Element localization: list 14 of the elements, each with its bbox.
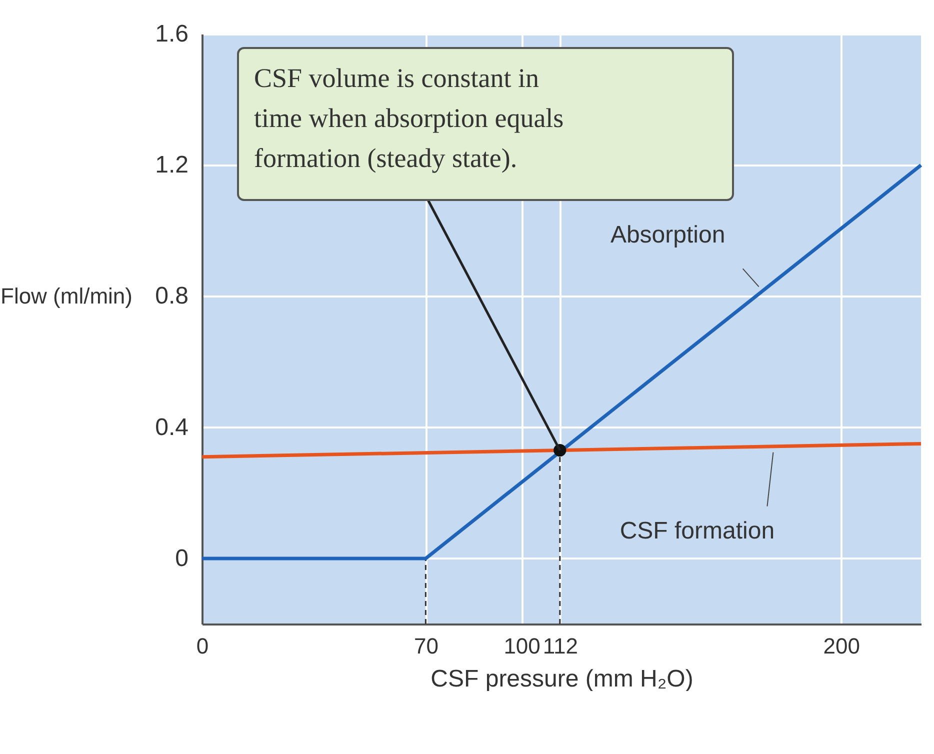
y-tick-label: 0 bbox=[175, 544, 188, 572]
y-tick-label: 0.4 bbox=[155, 414, 188, 441]
text: CSF formation bbox=[620, 517, 775, 544]
x-tick-label: 100 bbox=[504, 634, 540, 658]
text: Absorption bbox=[610, 222, 726, 249]
y-tick-label: 0.8 bbox=[155, 282, 188, 310]
y-axis-title: Flow (ml/min) bbox=[0, 284, 132, 309]
y-tick-label: 1.2 bbox=[155, 152, 188, 179]
x-tick-label: 0 bbox=[196, 634, 209, 658]
x-tick-label: 200 bbox=[823, 634, 860, 658]
y-tick-label: 1.6 bbox=[155, 20, 188, 48]
x-tick-label: 70 bbox=[414, 634, 438, 658]
x-tick-label: 112 bbox=[542, 634, 578, 658]
annotation: CSF volume is constant in time when absorption equals formation (steady state). bbox=[254, 63, 564, 173]
